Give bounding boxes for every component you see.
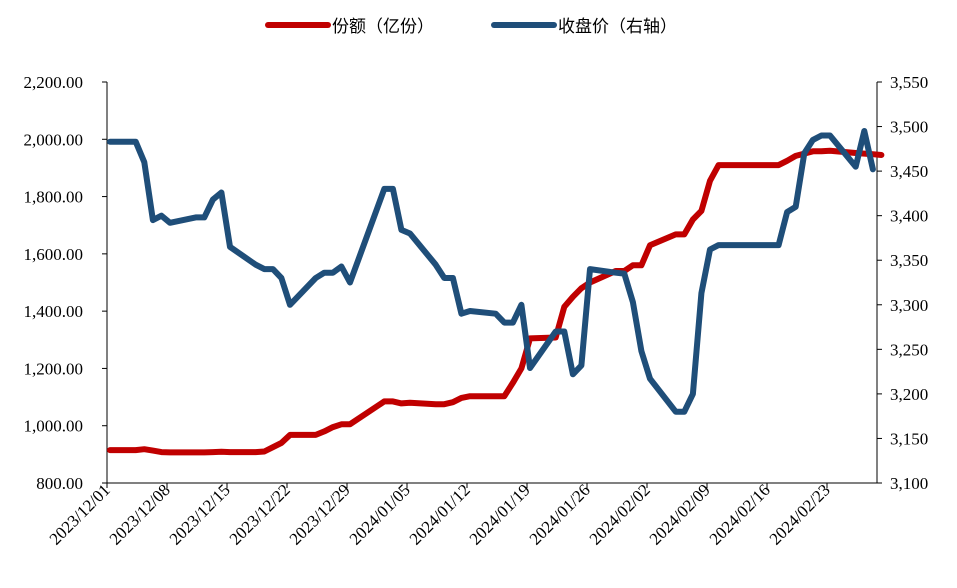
right-y-tick-label: 3,300 <box>890 296 928 315</box>
right-y-tick-label: 3,450 <box>890 162 928 181</box>
right-y-tick-label: 3,150 <box>890 429 928 448</box>
left-y-tick-label: 2,200.00 <box>24 73 84 92</box>
series-layer <box>107 128 885 456</box>
right-y-tick-label: 3,100 <box>890 474 928 493</box>
legend: 份额（亿份） 收盘价（右轴） <box>265 17 677 37</box>
right-y-tick-label: 3,400 <box>890 207 928 226</box>
close-price-line <box>107 128 876 415</box>
left-y-tick-label: 800.00 <box>36 474 83 493</box>
x-tick-label: 2023/12/22 <box>226 480 294 548</box>
x-tick-label: 2024/02/23 <box>766 480 834 548</box>
left-y-tick-label: 1,400.00 <box>24 302 84 321</box>
x-tick-label: 2023/12/29 <box>286 480 354 548</box>
x-tick-label: 2024/01/19 <box>466 480 534 548</box>
left-y-tick-label: 1,200.00 <box>24 359 84 378</box>
x-tick-label: 2024/02/02 <box>586 480 654 548</box>
right-y-tick-label: 3,200 <box>890 385 928 404</box>
x-tick-label: 2024/02/16 <box>706 480 774 548</box>
left-y-tick-label: 2,000.00 <box>24 130 84 149</box>
right-y-tick-label: 3,350 <box>890 251 928 270</box>
x-tick-label: 2023/12/15 <box>166 480 234 548</box>
share-amount-line <box>107 147 885 456</box>
right-y-tick-label: 3,550 <box>890 73 928 92</box>
left-y-tick-label: 1,800.00 <box>24 188 84 207</box>
legend-label: 收盘价（右轴） <box>558 17 677 37</box>
x-tick-label: 2024/02/09 <box>646 480 714 548</box>
right-y-tick-label: 3,500 <box>890 118 928 137</box>
x-tick-label: 2024/01/26 <box>526 480 594 548</box>
left-y-tick-label: 1,600.00 <box>24 245 84 264</box>
x-tick-label: 2024/01/12 <box>406 480 474 548</box>
x-tick-label: 2023/12/08 <box>106 480 174 548</box>
left-y-tick-label: 1,000.00 <box>24 417 84 436</box>
x-tick-label: 2024/01/05 <box>346 480 414 548</box>
right-y-tick-label: 3,250 <box>890 340 928 359</box>
legend-label: 份额（亿份） <box>332 17 434 37</box>
